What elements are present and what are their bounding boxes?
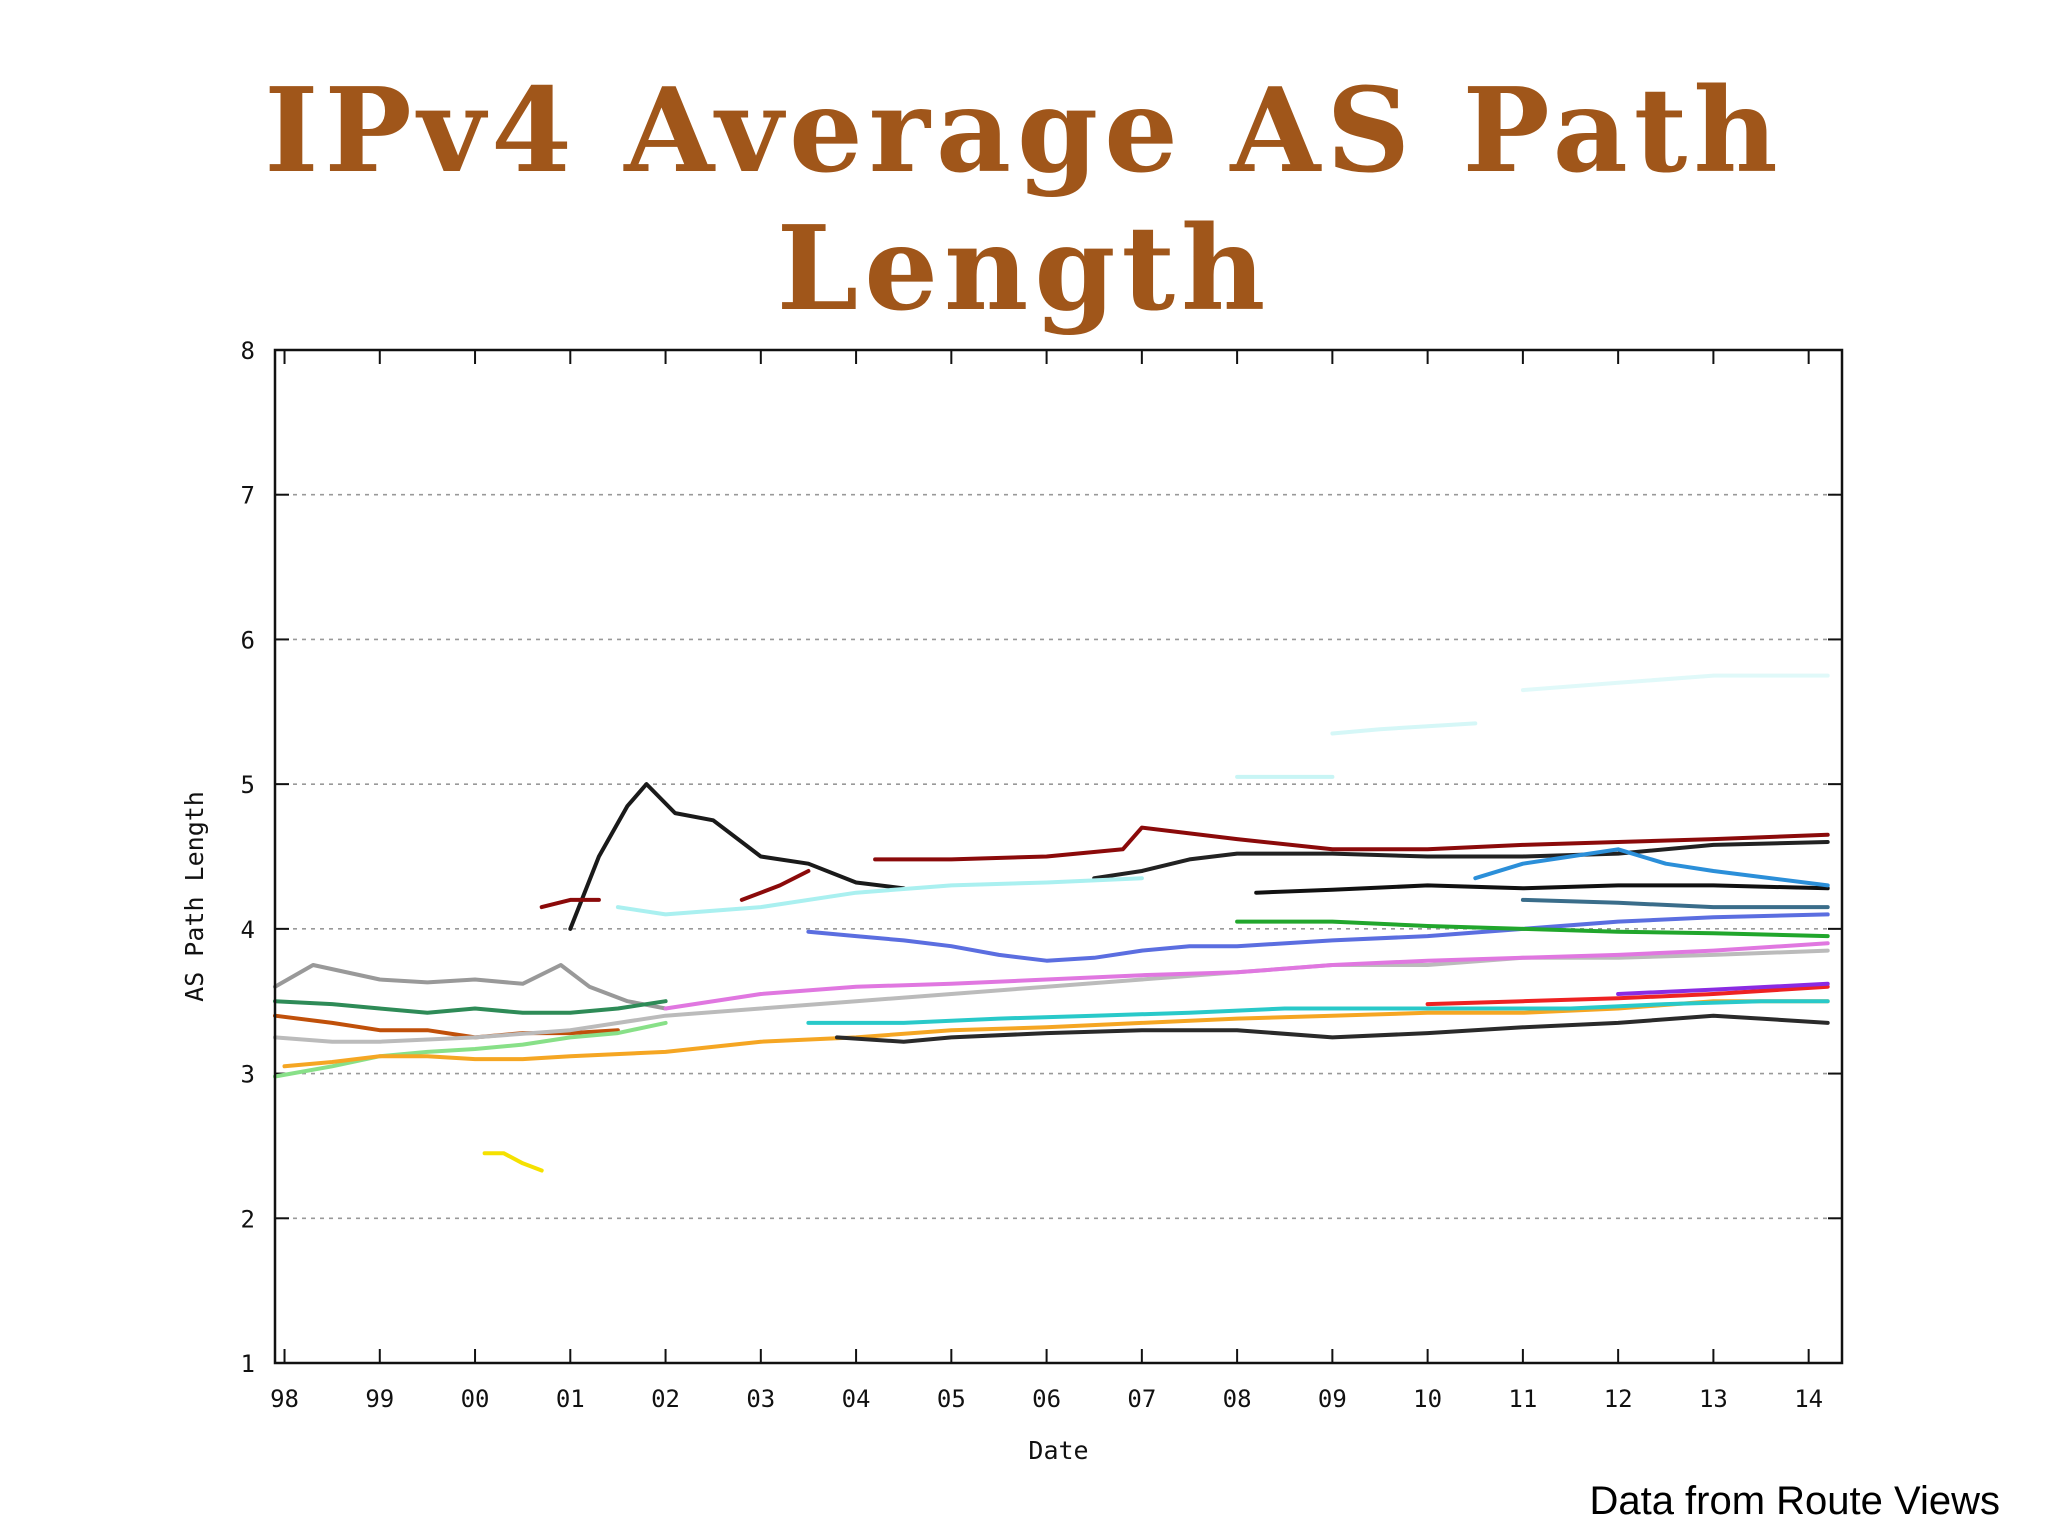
series-line-17 <box>663 941 1830 1011</box>
source-note: Data from Route Views <box>1589 1479 2000 1523</box>
series-line-26 <box>1520 673 1830 693</box>
series-line-25 <box>1330 721 1478 736</box>
y-tick-label: 4 <box>241 916 255 944</box>
series-line-2 <box>568 782 906 931</box>
y-tick-label: 2 <box>241 1205 255 1233</box>
series-line-6 <box>1092 840 1830 881</box>
series-line-18 <box>806 999 1830 1025</box>
x-tick-label: 98 <box>270 1385 299 1413</box>
y-axis-title: AS Path Length <box>180 791 209 1002</box>
y-tick-label: 1 <box>241 1350 255 1378</box>
series-line-3 <box>539 897 601 910</box>
series-line-11 <box>273 999 668 1015</box>
x-tick-label: 14 <box>1794 1385 1823 1413</box>
plot-frame <box>273 348 1844 1365</box>
x-axis-title: Date <box>1028 1436 1088 1465</box>
slide-title: IPv4 Average AS Path Length <box>0 62 2048 338</box>
series-line-10 <box>1235 919 1830 939</box>
series-line-8 <box>1473 847 1830 888</box>
x-tick-label: 02 <box>651 1385 680 1413</box>
x-tick-label: 99 <box>365 1385 394 1413</box>
x-tick-label: 08 <box>1223 1385 1252 1413</box>
y-tick-label: 6 <box>241 626 255 654</box>
title-line-2: Length <box>776 201 1272 337</box>
x-tick-label: 06 <box>1032 1385 1061 1413</box>
x-tick-label: 07 <box>1127 1385 1156 1413</box>
series-line-7 <box>1254 883 1830 895</box>
series-line-4 <box>739 869 811 902</box>
x-tick-label: 05 <box>937 1385 966 1413</box>
x-tick-label: 09 <box>1318 1385 1347 1413</box>
x-tick-label: 04 <box>842 1385 871 1413</box>
series-line-12 <box>273 1013 620 1040</box>
series-line-9 <box>806 912 1830 963</box>
series-line-21 <box>1425 984 1830 1007</box>
y-tick-label: 5 <box>241 771 255 799</box>
series-line-23 <box>615 876 1144 917</box>
x-tick-label: 13 <box>1699 1385 1728 1413</box>
series-line-22 <box>1616 981 1830 996</box>
y-tick-label: 3 <box>241 1061 255 1089</box>
x-tick-label: 11 <box>1508 1385 1537 1413</box>
x-tick-label: 01 <box>556 1385 585 1413</box>
y-tick-label: 7 <box>241 482 255 510</box>
x-tick-label: 12 <box>1604 1385 1633 1413</box>
y-tick-label: 8 <box>241 337 255 365</box>
series-line-20 <box>1520 897 1830 910</box>
series-line-1 <box>273 963 668 1011</box>
x-tick-label: 00 <box>461 1385 490 1413</box>
series-line-5 <box>873 825 1830 862</box>
series-line-19 <box>835 1013 1830 1044</box>
x-tick-label: 10 <box>1413 1385 1442 1413</box>
title-line-1: IPv4 Average AS Path <box>264 63 1784 199</box>
series-line-14 <box>273 1020 668 1079</box>
series-line-16 <box>482 1151 544 1173</box>
x-tick-label: 03 <box>746 1385 775 1413</box>
series-line-15 <box>282 999 1830 1069</box>
